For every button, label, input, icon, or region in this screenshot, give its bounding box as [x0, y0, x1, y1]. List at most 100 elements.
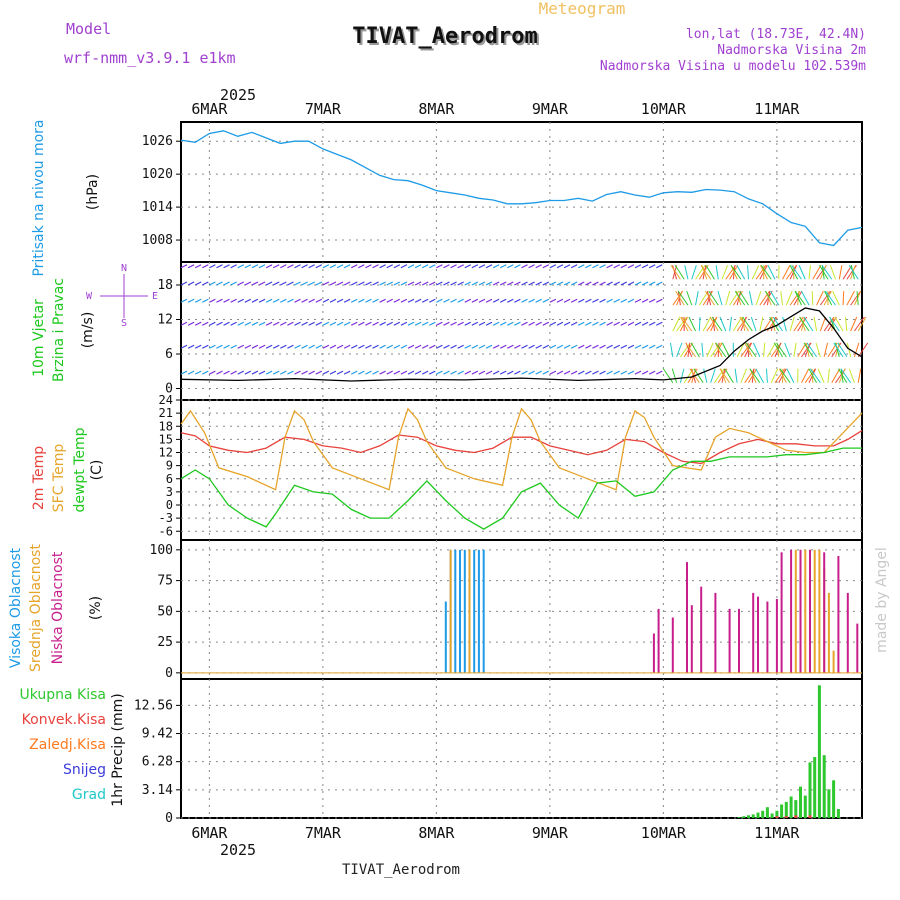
wind-barb: [272, 298, 280, 303]
wind-barb: [577, 344, 585, 349]
wind-barb: [786, 368, 795, 383]
wind-barb: [187, 370, 195, 375]
wind-barb: [789, 316, 795, 332]
wind-barb: [672, 265, 678, 280]
year-label-bottom: 2025: [220, 841, 256, 859]
wind-barb: [686, 290, 693, 306]
wind-barb: [514, 321, 521, 326]
wind-barb: [194, 321, 202, 326]
wind-barb: [679, 342, 691, 358]
wind-barb: [627, 370, 635, 375]
wind-barb: [386, 281, 393, 286]
wind-barb: [577, 264, 585, 269]
wind-barb: [785, 290, 793, 306]
wind-barb: [464, 298, 472, 303]
wind-barb: [641, 321, 649, 326]
wind-barb: [244, 264, 252, 269]
wind-barb: [656, 321, 663, 326]
wind-barb: [372, 321, 379, 326]
wind-barb: [714, 368, 725, 384]
wind-barb: [729, 316, 732, 332]
wind-barb: [724, 368, 734, 384]
cloud-ytick-label: 75: [157, 574, 173, 589]
wind-barb: [677, 290, 689, 306]
bottom-day-label: 6MAR: [191, 824, 228, 842]
cloud-bar-low_cloud: [657, 608, 660, 673]
wind-barb: [223, 370, 230, 375]
wind-barb: [507, 264, 514, 269]
wind-barb: [315, 264, 323, 269]
wind-barb: [329, 298, 337, 303]
wind-barb: [685, 342, 696, 358]
wind-barb: [760, 265, 768, 280]
wind-barb: [180, 321, 188, 326]
wind-barb: [656, 370, 663, 375]
wind-barb: [535, 321, 542, 326]
precip-panel: 0 3.14 6.28 9.42 12.56: [134, 678, 863, 826]
wind-barb: [698, 316, 701, 332]
wind-barb: [627, 321, 635, 326]
cloud-frame: [180, 539, 863, 680]
wind-barb: [464, 281, 472, 286]
temperature-ytick-label: -6: [159, 524, 173, 538]
wind-barb: [180, 281, 188, 286]
wind-barb: [556, 344, 564, 349]
wind-barb: [379, 370, 386, 375]
wind-barb: [656, 281, 663, 286]
wind-barb: [471, 298, 479, 303]
wind-barb: [287, 281, 294, 286]
cloud-bar-low_cloud: [823, 552, 826, 673]
wind-barb: [721, 265, 729, 280]
wind-barb: [421, 321, 429, 326]
cloud-ytick-label: 100: [150, 543, 173, 558]
wind-barb: [237, 344, 245, 349]
wind-barb: [471, 264, 479, 269]
precip-legend-hail: Grad: [72, 787, 106, 803]
wind-barb: [535, 281, 542, 286]
wind-barb: [258, 298, 266, 303]
wind-barb: [556, 281, 564, 286]
wind-barb: [450, 344, 457, 349]
wind-barb: [216, 321, 223, 326]
wind-barb: [280, 264, 287, 269]
wind-barb: [301, 344, 308, 349]
wind-barb: [549, 321, 557, 326]
wind-barb: [272, 281, 280, 286]
wind-barb: [237, 264, 245, 269]
wind-barb: [499, 344, 507, 349]
wind-barb: [528, 298, 535, 303]
wind-barb: [648, 264, 656, 269]
wind-barb: [834, 342, 840, 358]
wind-barb: [187, 321, 195, 326]
wind-barb: [748, 291, 753, 306]
wind-barb: [294, 264, 301, 269]
coords-label: lon,lat (18.73E, 42.4N): [686, 27, 866, 42]
wind-barb: [251, 321, 259, 326]
wind-barb: [251, 264, 259, 269]
wind-barb: [258, 321, 266, 326]
wind-barb: [528, 281, 535, 286]
precip-bar-total_precip: [817, 685, 821, 818]
wind-barb: [386, 344, 393, 349]
wind-barb: [744, 342, 753, 358]
wind-barb: [514, 264, 521, 269]
wind-barb: [379, 264, 386, 269]
wind-barb: [693, 368, 704, 384]
wind-barb: [848, 264, 859, 280]
wind-barb: [499, 370, 507, 375]
bottom-day-label: 8MAR: [418, 824, 455, 842]
wind-barb: [294, 298, 301, 303]
wind-barb: [209, 264, 216, 269]
wind-barb: [230, 264, 237, 269]
wind-barb: [613, 281, 620, 286]
wind-barb: [684, 265, 689, 280]
wind-barb: [535, 298, 542, 303]
wind-barb: [315, 281, 323, 286]
compass-w: W: [86, 291, 93, 302]
wind-barb: [592, 281, 599, 286]
wind-barb: [180, 370, 188, 375]
precip-bar-total_precip: [803, 795, 807, 818]
wind-ylabel-1: 10m Vjetar: [31, 299, 47, 377]
wind-barb: [688, 316, 696, 332]
wind-barb: [429, 281, 436, 286]
